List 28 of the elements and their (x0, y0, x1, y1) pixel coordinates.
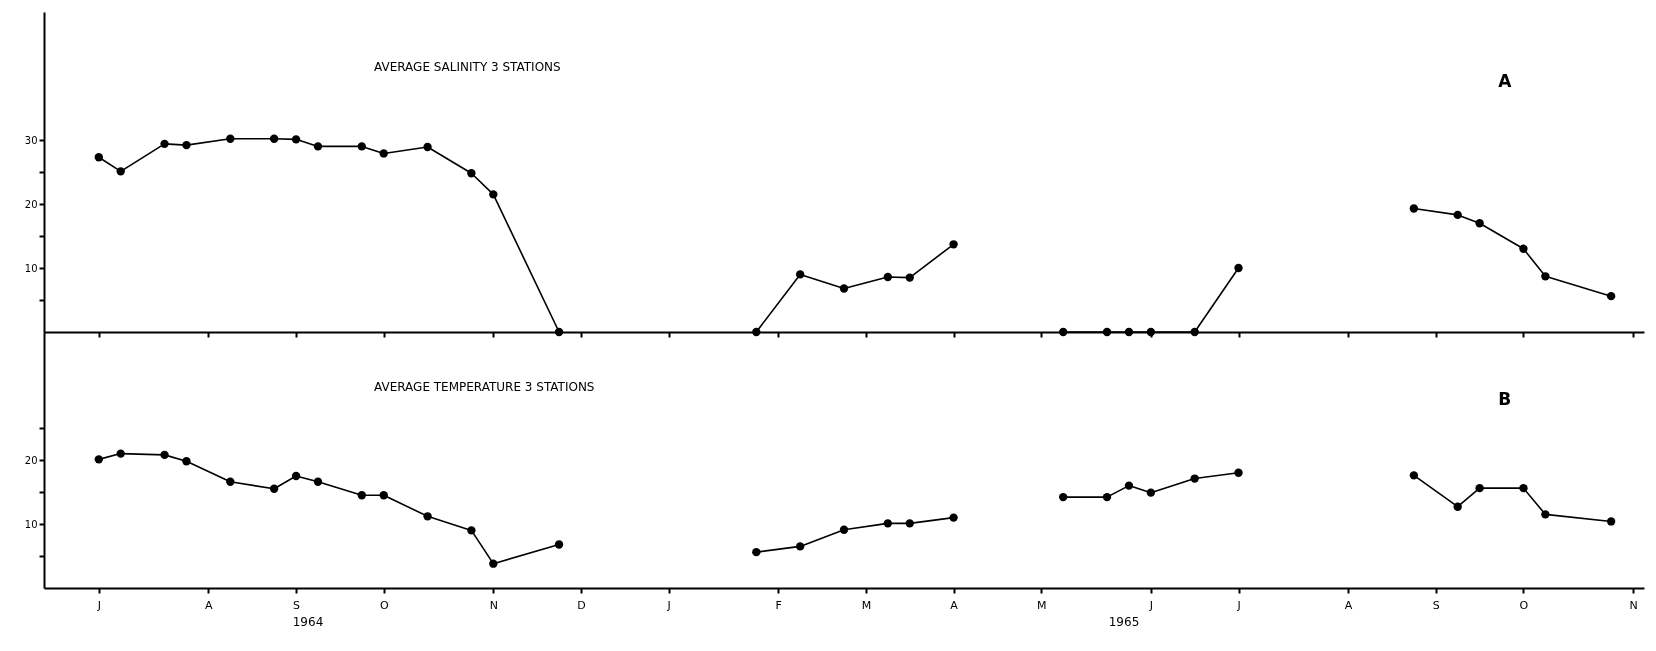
x-tick-label: O (379, 598, 389, 612)
y-tick-label: 10 (24, 262, 38, 274)
x-tick-label: J (96, 598, 101, 612)
x-tick-label: S (293, 598, 301, 612)
x-tick-label: A (205, 598, 214, 612)
x-tick-label: A (950, 598, 959, 612)
x-tick-label: J (1148, 598, 1153, 612)
y-tick-label: 10 (24, 518, 38, 530)
x-tick-label: O (1519, 598, 1529, 612)
text: 1965 (1108, 615, 1140, 629)
annotation: A (1498, 71, 1513, 91)
x-tick-label: S (1432, 598, 1440, 612)
x-tick-label: D (577, 598, 586, 612)
x-tick-label: A (1344, 598, 1353, 612)
x-tick-label: M (861, 598, 872, 612)
x-tick-label: N (489, 598, 498, 612)
text: 1964 (292, 615, 324, 629)
y-tick-label: 20 (24, 454, 38, 466)
text: AVERAGE TEMPERATURE 3 STATIONS (374, 380, 595, 394)
x-tick-label: N (1629, 598, 1638, 612)
x-tick-label: M (1037, 598, 1047, 612)
annotation: B (1498, 389, 1512, 409)
y-tick-label: 20 (24, 198, 38, 210)
y-tick-label: 30 (24, 134, 38, 146)
x-tick-label: J (666, 598, 671, 612)
x-tick-label: J (1236, 598, 1241, 612)
text: AVERAGE SALINITY 3 STATIONS (374, 60, 561, 74)
x-tick-label: F (775, 598, 782, 612)
